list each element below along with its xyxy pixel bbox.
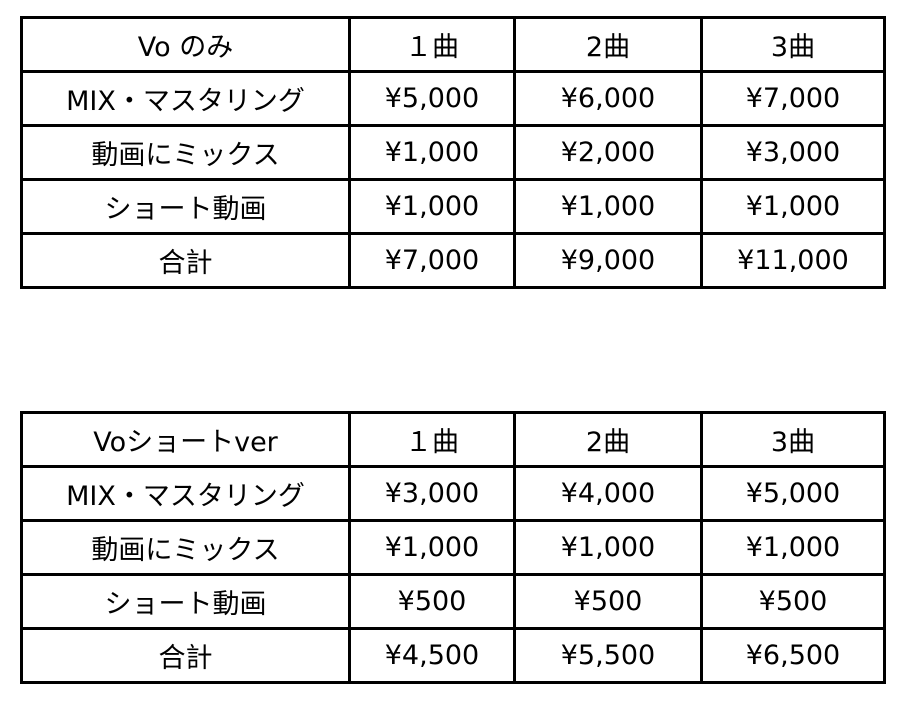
price-cell: ¥500 [700, 573, 886, 630]
header-cell: 3曲 [700, 16, 886, 73]
row-label: 動画にミックス [20, 519, 351, 576]
price-cell: ¥1,000 [513, 519, 703, 576]
price-cell: ¥6,000 [513, 70, 703, 127]
total-row: 合計 ¥4,500 ¥5,500 ¥6,500 [20, 627, 886, 684]
price-cell: ¥1,000 [700, 178, 886, 235]
price-cell: ¥1,000 [348, 124, 516, 181]
table-row: 動画にミックス ¥1,000 ¥1,000 ¥1,000 [20, 519, 886, 576]
price-cell: ¥5,000 [348, 70, 516, 127]
row-label: MIX・マスタリング [20, 70, 351, 127]
price-cell: ¥500 [513, 573, 703, 630]
total-cell: ¥9,000 [513, 232, 703, 289]
row-label: 動画にミックス [20, 124, 351, 181]
header-cell: １曲 [348, 16, 516, 73]
table-row: MIX・マスタリング ¥5,000 ¥6,000 ¥7,000 [20, 70, 886, 127]
header-cell: 3曲 [700, 411, 886, 468]
table-row: 動画にミックス ¥1,000 ¥2,000 ¥3,000 [20, 124, 886, 181]
row-label: ショート動画 [20, 573, 351, 630]
header-row: Vo のみ １曲 2曲 3曲 [20, 16, 886, 73]
header-cell: Voショートver [20, 411, 351, 468]
price-cell: ¥4,000 [513, 465, 703, 522]
price-cell: ¥1,000 [348, 519, 516, 576]
price-cell: ¥7,000 [700, 70, 886, 127]
price-table-vo-only: Vo のみ １曲 2曲 3曲 MIX・マスタリング ¥5,000 ¥6,000 … [20, 16, 886, 289]
total-cell: ¥11,000 [700, 232, 886, 289]
header-cell: Vo のみ [20, 16, 351, 73]
table-row: MIX・マスタリング ¥3,000 ¥4,000 ¥5,000 [20, 465, 886, 522]
price-cell: ¥500 [348, 573, 516, 630]
price-cell: ¥2,000 [513, 124, 703, 181]
table-row: ショート動画 ¥500 ¥500 ¥500 [20, 573, 886, 630]
total-cell: ¥7,000 [348, 232, 516, 289]
total-cell: ¥6,500 [700, 627, 886, 684]
header-cell: 2曲 [513, 411, 703, 468]
table-row: ショート動画 ¥1,000 ¥1,000 ¥1,000 [20, 178, 886, 235]
header-row: Voショートver １曲 2曲 3曲 [20, 411, 886, 468]
price-cell: ¥1,000 [513, 178, 703, 235]
row-label: MIX・マスタリング [20, 465, 351, 522]
row-label: 合計 [20, 627, 351, 684]
price-cell: ¥3,000 [700, 124, 886, 181]
total-cell: ¥5,500 [513, 627, 703, 684]
price-table-vo-short: Voショートver １曲 2曲 3曲 MIX・マスタリング ¥3,000 ¥4,… [20, 411, 886, 684]
row-label: ショート動画 [20, 178, 351, 235]
price-cell: ¥1,000 [348, 178, 516, 235]
price-cell: ¥1,000 [700, 519, 886, 576]
total-row: 合計 ¥7,000 ¥9,000 ¥11,000 [20, 232, 886, 289]
price-cell: ¥3,000 [348, 465, 516, 522]
price-cell: ¥5,000 [700, 465, 886, 522]
header-cell: １曲 [348, 411, 516, 468]
row-label: 合計 [20, 232, 351, 289]
header-cell: 2曲 [513, 16, 703, 73]
total-cell: ¥4,500 [348, 627, 516, 684]
